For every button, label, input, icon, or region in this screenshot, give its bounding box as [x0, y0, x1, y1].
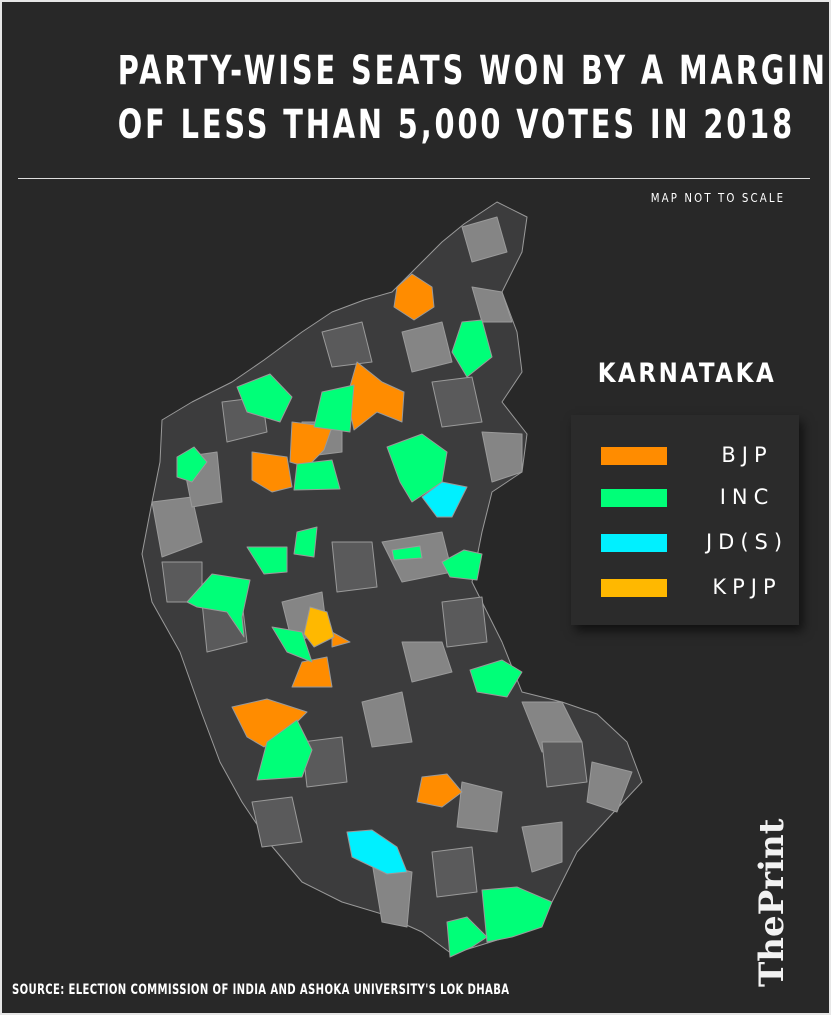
legend-label: KPJP	[712, 575, 782, 599]
legend-item-inc: INC	[601, 485, 768, 509]
map-not-to-scale-note: MAP NOT TO SCALE	[650, 191, 785, 205]
seat-inc	[293, 526, 318, 558]
seat-inc	[271, 626, 313, 663]
legend-label: BJP	[721, 443, 773, 467]
legend: BJP INC JD(S) KPJP	[571, 415, 799, 625]
legend-label: JD(S)	[705, 530, 789, 554]
seat-inc	[451, 319, 493, 378]
title-line-1: PARTY-WISE SEATS WON BY A MARGIN	[117, 48, 828, 94]
seats-jds	[346, 481, 468, 875]
seats-inc	[176, 319, 553, 958]
seat-bjp	[416, 773, 463, 808]
seat-inc	[391, 545, 423, 561]
seat-bjp	[291, 656, 333, 688]
seat-bjp	[393, 273, 435, 321]
theprint-logo: ThePrint	[752, 818, 792, 987]
legend-item-kpjp: KPJP	[601, 575, 776, 599]
seats-bjp	[231, 273, 463, 808]
source-note: SOURCE: ELECTION COMMISSION OF INDIA AND…	[12, 982, 510, 998]
seat-inc	[441, 549, 483, 581]
seat-inc	[481, 886, 553, 943]
seat-inc	[246, 546, 288, 575]
state-name: KARNATAKA	[597, 358, 777, 389]
seat-inc	[293, 459, 341, 491]
seat-bjp	[331, 631, 351, 648]
seat-kpjp	[303, 606, 335, 648]
seat-bjp	[251, 451, 293, 493]
seat-inc	[446, 916, 488, 958]
divider	[18, 178, 810, 179]
seat-inc	[176, 446, 208, 483]
legend-swatch-bjp	[601, 447, 667, 465]
title-line-2: OF LESS THAN 5,000 VOTES IN 2018	[117, 102, 796, 148]
legend-item-jds: JD(S)	[601, 530, 782, 554]
seat-jds	[346, 829, 408, 875]
legend-swatch-jds	[601, 534, 667, 552]
legend-item-bjp: BJP	[601, 443, 767, 467]
seat-jds	[421, 481, 468, 518]
legend-label: INC	[719, 485, 775, 509]
seat-inc	[469, 659, 523, 698]
seat-inc	[256, 719, 313, 781]
seat-inc	[313, 384, 355, 433]
legend-swatch-inc	[601, 489, 667, 507]
seats-kpjp	[303, 606, 335, 648]
legend-swatch-kpjp	[601, 579, 667, 597]
seat-inc	[236, 373, 293, 423]
seat-inc	[186, 573, 251, 638]
